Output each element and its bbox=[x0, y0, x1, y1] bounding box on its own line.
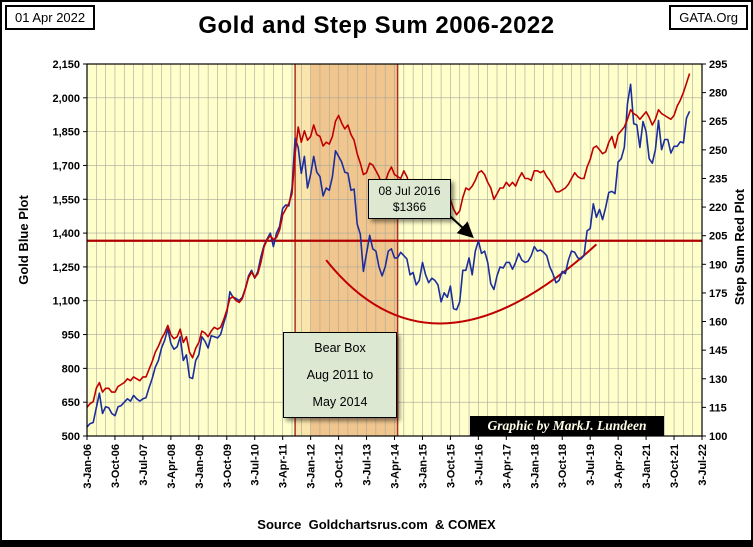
gold-line bbox=[86, 83, 691, 428]
x-tick-label: 3-Apr-20 bbox=[613, 444, 625, 489]
bear-box-note-to: May 2014 bbox=[312, 395, 368, 409]
left-tick-label: 1,100 bbox=[52, 296, 80, 308]
left-tick-label: 650 bbox=[62, 397, 80, 409]
x-tick-label: 3-Jan-06 bbox=[82, 444, 94, 489]
x-tick-label: 3-Jan-09 bbox=[194, 444, 206, 489]
org-box: GATA.Org bbox=[669, 5, 748, 30]
source-line: Source Goldchartsrus.com & COMEX bbox=[257, 517, 496, 532]
x-tick-label: 3-Jan-18 bbox=[529, 444, 541, 489]
bear-box-note-title: Bear Box bbox=[314, 341, 366, 355]
x-tick-label: 3-Jul-13 bbox=[362, 444, 374, 486]
x-tick-label: 3-Jul-19 bbox=[585, 444, 597, 486]
right-tick-label: 145 bbox=[709, 345, 727, 357]
right-tick-label: 130 bbox=[709, 374, 727, 386]
right-axis-title: Step Sum Red Plot bbox=[732, 188, 747, 305]
x-tick-label: 3-Jul-10 bbox=[250, 444, 262, 486]
right-tick-label: 280 bbox=[709, 88, 727, 100]
right-tick-label: 160 bbox=[709, 317, 727, 329]
right-tick-label: 295 bbox=[709, 59, 727, 71]
left-tick-label: 500 bbox=[62, 431, 80, 443]
left-tick-label: 2,000 bbox=[52, 93, 80, 105]
x-tick-label: 3-Oct-18 bbox=[557, 444, 569, 488]
left-tick-label: 950 bbox=[62, 330, 80, 342]
x-tick-label: 3-Oct-21 bbox=[669, 444, 681, 488]
callout-price: $1366 bbox=[392, 200, 427, 215]
x-tick-label: 3-Jul-07 bbox=[138, 444, 150, 486]
x-tick-label: 3-Jan-15 bbox=[417, 444, 429, 489]
left-tick-label: 1,550 bbox=[52, 194, 80, 206]
left-tick-label: 1,850 bbox=[52, 127, 80, 139]
left-tick-label: 1,700 bbox=[52, 160, 80, 172]
left-tick-label: 1,400 bbox=[52, 228, 80, 240]
callout-note: 08 Jul 2016 $1366 bbox=[368, 179, 451, 220]
right-tick-label: 265 bbox=[709, 116, 727, 128]
right-tick-label: 205 bbox=[709, 231, 727, 243]
right-tick-label: 235 bbox=[709, 173, 727, 185]
x-tick-label: 3-Oct-15 bbox=[445, 444, 457, 488]
bear-box-note: Bear Box Aug 2011 to May 2014 bbox=[283, 332, 397, 418]
x-tick-label: 3-Jan-12 bbox=[306, 444, 318, 489]
chart-title: Gold and Step Sum 2006-2022 bbox=[198, 12, 555, 39]
x-tick-label: 3-Oct-12 bbox=[334, 444, 346, 488]
left-axis-title: Gold Blue Plot bbox=[16, 195, 31, 285]
right-tick-label: 175 bbox=[709, 288, 727, 300]
x-tick-label: 3-Apr-11 bbox=[278, 444, 290, 488]
date-box: 01 Apr 2022 bbox=[5, 5, 96, 30]
right-tick-label: 190 bbox=[709, 259, 727, 271]
callout-date: 08 Jul 2016 bbox=[378, 184, 441, 198]
right-tick-label: 220 bbox=[709, 202, 727, 214]
x-tick-label: 3-Jul-16 bbox=[473, 444, 485, 486]
right-tick-label: 100 bbox=[709, 431, 727, 443]
left-tick-label: 2,150 bbox=[52, 59, 80, 71]
x-tick-label: 3-Apr-14 bbox=[390, 443, 402, 489]
x-tick-label: 3-Apr-08 bbox=[166, 444, 178, 489]
x-tick-label: 3-Jan-21 bbox=[641, 444, 653, 489]
step-sum-line bbox=[86, 73, 691, 408]
x-tick-label: 3-Jul-22 bbox=[697, 444, 709, 486]
x-tick-label: 3-Oct-06 bbox=[110, 444, 122, 488]
bear-box-note-from: Aug 2011 to bbox=[306, 368, 374, 382]
x-tick-label: 3-Apr-17 bbox=[501, 444, 513, 489]
left-tick-label: 1,250 bbox=[52, 262, 80, 274]
credit-banner: Graphic by MarkJ. Lundeen bbox=[470, 416, 664, 436]
right-tick-label: 115 bbox=[709, 402, 727, 414]
left-tick-label: 800 bbox=[62, 363, 80, 375]
right-tick-label: 250 bbox=[709, 145, 727, 157]
x-tick-label: 3-Oct-09 bbox=[222, 444, 234, 488]
